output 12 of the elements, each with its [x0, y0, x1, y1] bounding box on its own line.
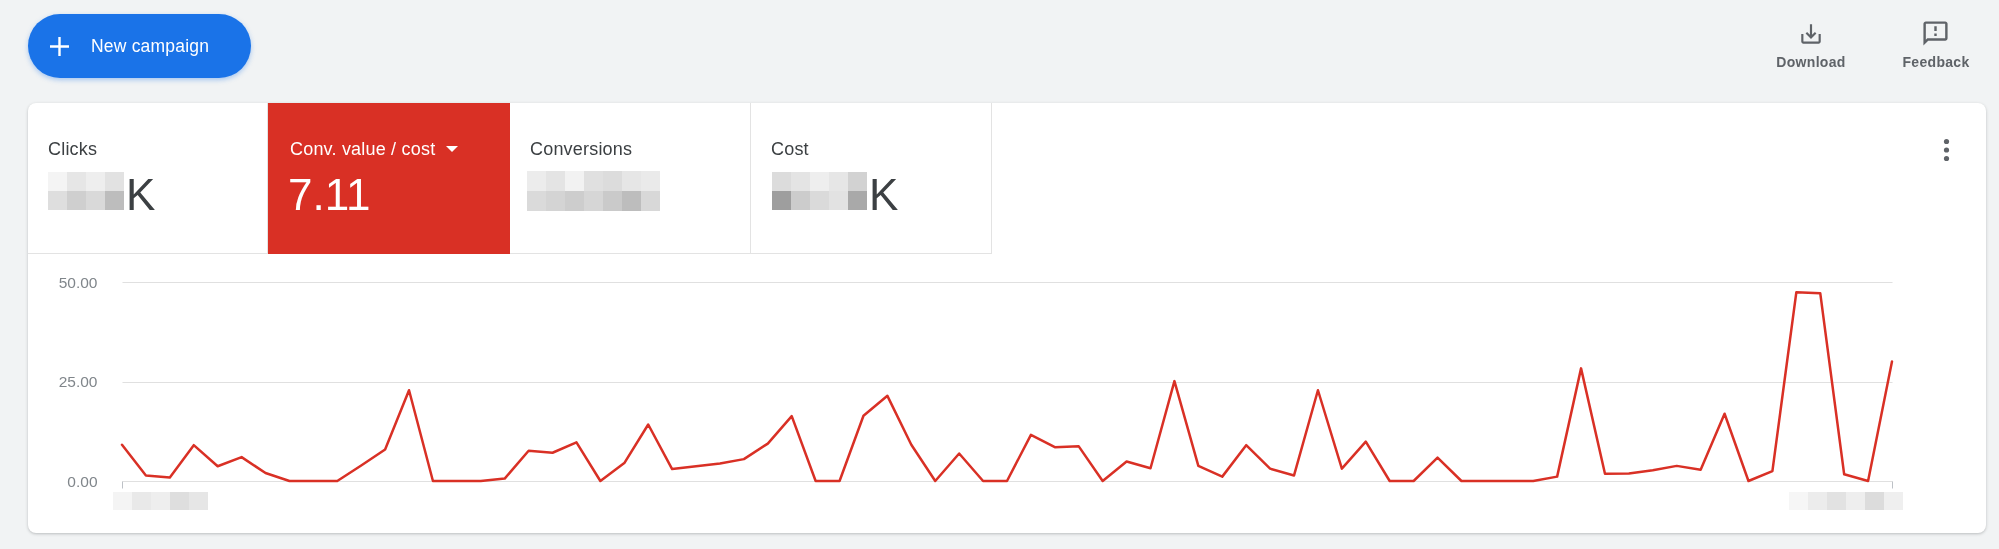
text: K: [126, 170, 156, 219]
text: Feedback: [1901, 54, 1971, 71]
text: K: [869, 170, 899, 219]
text: Conversions: [530, 138, 633, 160]
text: Download: [1775, 54, 1847, 71]
y-tick-label: 0.00: [67, 472, 98, 490]
y-tick-label: 50.00: [58, 273, 98, 291]
line-series: [120, 291, 1894, 483]
text: Cost: [771, 138, 809, 160]
y-tick-label: 25.00: [58, 373, 98, 390]
text: Clicks: [48, 138, 98, 160]
text: New campaign: [91, 36, 210, 57]
